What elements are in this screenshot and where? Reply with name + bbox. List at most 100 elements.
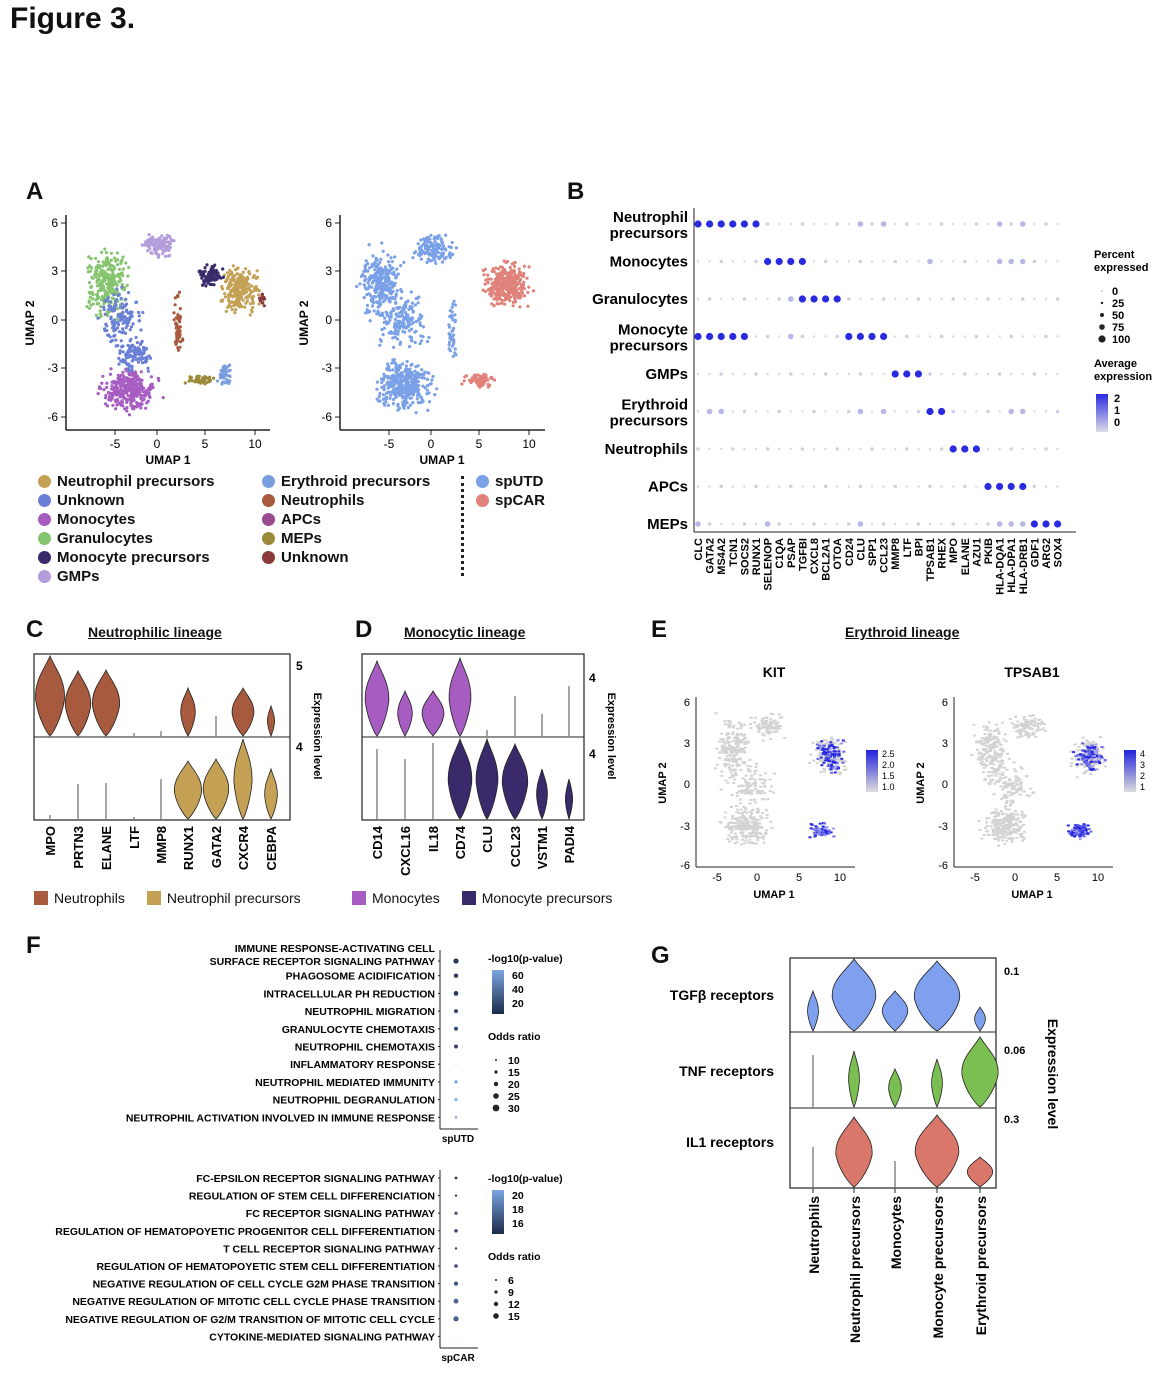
feature-cell-point (818, 748, 822, 750)
dotplot-dot (870, 260, 874, 263)
feature-cell-point (1010, 840, 1014, 843)
feature-cell-point (1090, 765, 1094, 768)
umap-cell-point (235, 272, 239, 276)
umap-cell-point (202, 279, 206, 283)
dotplot-dot (986, 372, 990, 376)
umap-cell-point (200, 283, 205, 287)
umap-cell-point (389, 390, 393, 394)
size-legend-label: 100 (1112, 334, 1130, 346)
umap-cell-point (522, 280, 526, 284)
umap-cell-point (426, 371, 430, 375)
umap-cell-point (375, 258, 379, 262)
umap-cell-point (504, 260, 508, 264)
feature-cell-point (992, 830, 995, 833)
umap-cell-point (228, 374, 232, 378)
feature-cell-point (1010, 787, 1014, 790)
umap-cell-point (380, 268, 385, 272)
feature-cell-point (822, 739, 826, 742)
feature-cell-point (1041, 727, 1045, 730)
umap-cell-point (433, 240, 437, 244)
feature-cell-point (987, 833, 991, 836)
feature-cell-point (1010, 838, 1014, 841)
feature-cell-point (985, 760, 989, 763)
umap-cell-point (128, 349, 132, 354)
feature-cell-point (1019, 766, 1023, 769)
dotplot-gene-label: GDF1 (1029, 538, 1041, 567)
feature-cell-point (739, 808, 743, 811)
feature-cell-point (755, 811, 759, 814)
feature-cell-point (742, 836, 746, 839)
umap-cell-point (380, 241, 384, 245)
umap-cell-point (392, 358, 396, 362)
umap-cell-point (163, 240, 167, 244)
feature-cell-point (1017, 724, 1021, 727)
feature-cell-point (1022, 823, 1026, 826)
umap-cell-point (490, 293, 494, 298)
feature-cell-point (994, 825, 998, 828)
feature-cell-point (840, 757, 844, 760)
violin-gene-label: PADI4 (562, 825, 577, 863)
feature-cell-point (839, 771, 843, 774)
umap-cell-point (120, 258, 124, 262)
dotplot-dot (812, 447, 816, 451)
feature-cell-point (1075, 776, 1079, 779)
umap-cell-point (223, 367, 227, 371)
feature-cell-point (751, 830, 755, 832)
dotplot-dot (707, 297, 712, 301)
umap-cell-point (512, 277, 516, 282)
umap-cell-point (486, 277, 490, 281)
umap-cell-point (373, 287, 377, 291)
feature-cell-point (1016, 720, 1020, 723)
umap-cell-point (409, 390, 413, 394)
umap-cell-point (137, 314, 141, 318)
umap-cell-point (197, 374, 201, 378)
umap-cell-point (177, 318, 181, 322)
umap-cell-point (389, 267, 393, 271)
legend-label: Unknown (57, 492, 125, 509)
dotplot-gene-label: SPP1 (867, 538, 879, 566)
dotplot-gene-label: RUNX1 (751, 538, 763, 575)
violin-gene-label: RUNX1 (181, 826, 196, 870)
feature-cell-point (721, 747, 725, 750)
umap-cell-point (382, 375, 387, 379)
umap-cell-point (228, 363, 232, 367)
dotplot-gene-label: ELANE (960, 538, 972, 575)
feature-cell-point (744, 828, 748, 831)
feature-cell-point (1034, 735, 1038, 738)
feature-cell-point (1092, 755, 1096, 758)
dotplot-dot (798, 257, 806, 266)
feature-cell-point (760, 790, 764, 793)
umap-cell-point (416, 400, 420, 405)
umap-y-tick: 0 (51, 313, 58, 327)
umap-cell-point (521, 286, 525, 290)
umap-cell-point (210, 264, 214, 269)
umap-cell-point (500, 298, 504, 303)
feature-cell-point (749, 833, 753, 836)
feature-cell-point (1010, 830, 1014, 833)
feature-cell-point (761, 812, 765, 814)
umap-cell-point (374, 279, 378, 283)
umap-cell-point (407, 319, 411, 323)
dotplot-dot (800, 222, 805, 226)
umap-cell-point (237, 301, 241, 305)
dotplot-dot (1021, 372, 1024, 376)
umap-cell-point (366, 281, 370, 285)
umap-cell-point (129, 353, 133, 357)
feature-cell-point (1018, 778, 1022, 781)
umap-x-tick: -5 (384, 437, 395, 451)
feature-cell-point (724, 779, 728, 782)
panel-d-legend: Monocytes Monocyte precursors (352, 888, 612, 907)
umap-cell-point (418, 248, 422, 252)
dotplot-dot (952, 260, 955, 263)
umap-cell-point (512, 270, 517, 274)
umap-cell-point (114, 290, 118, 295)
feature-color-label: 2.5 (882, 749, 895, 759)
umap-cell-point (409, 338, 413, 342)
dotplot-dot (719, 372, 723, 376)
umap-cell-point (379, 339, 383, 343)
feature-cell-point (773, 720, 777, 722)
panel-label-g: G (651, 942, 670, 969)
feature-cell-point (719, 738, 723, 741)
umap-cell-point (395, 267, 399, 271)
dotplot-dot (857, 221, 864, 227)
